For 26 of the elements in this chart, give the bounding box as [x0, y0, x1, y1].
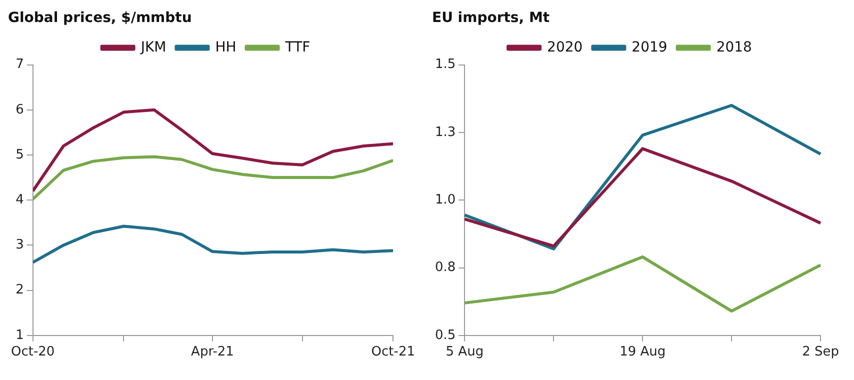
- x-tick-label: 19 Aug: [620, 344, 666, 360]
- legend-label: HH: [215, 39, 236, 56]
- y-tick-label: 1.3: [434, 124, 456, 140]
- y-tick-label: 5: [16, 147, 24, 162]
- y-tick-label: 7: [16, 57, 24, 72]
- x-tick-label: 5 Aug: [446, 344, 484, 360]
- y-tick-label: 0.5: [434, 328, 456, 343]
- legend-label: TTF: [284, 39, 310, 56]
- y-tick-label: 1.0: [434, 192, 456, 208]
- chart-title: EU imports, Mt: [432, 10, 550, 26]
- legend-label: 2020: [547, 39, 583, 56]
- legend-label: 2019: [632, 39, 668, 56]
- chart-title: Global prices, $/mmbtu: [8, 10, 192, 26]
- legend-label: 2018: [716, 39, 752, 56]
- y-tick-label: 4: [16, 192, 24, 208]
- y-tick-label: 2: [16, 282, 24, 298]
- x-tick-label: Oct-21: [371, 344, 416, 360]
- y-tick-label: 1.5: [434, 57, 456, 72]
- y-tick-label: 6: [16, 102, 24, 118]
- y-tick-label: 3: [16, 238, 24, 253]
- x-tick-label: Oct-20: [10, 344, 55, 360]
- legend-label: JKM: [140, 39, 166, 56]
- x-tick-label: 2 Sep: [802, 344, 839, 360]
- x-tick-label: Apr-21: [191, 344, 234, 360]
- y-tick-label: 1: [16, 328, 24, 343]
- y-tick-label: 0.8: [434, 260, 456, 276]
